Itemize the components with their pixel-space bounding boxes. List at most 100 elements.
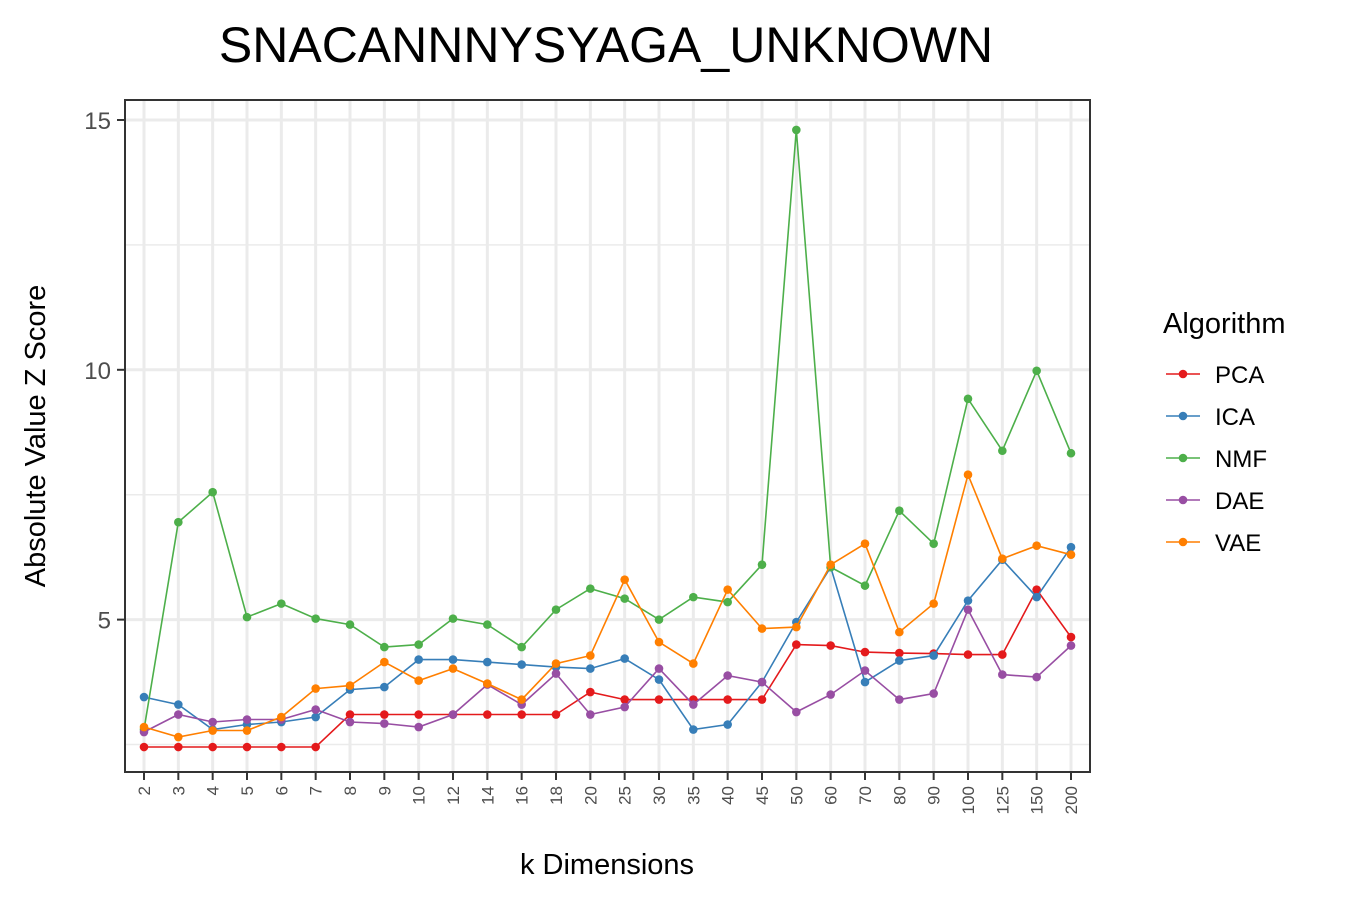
x-tick-label: 14	[478, 786, 497, 805]
x-tick-label: 3	[169, 786, 188, 795]
data-point	[689, 700, 698, 709]
x-tick-label: 25	[616, 786, 635, 805]
data-point	[174, 517, 183, 527]
data-point	[1066, 448, 1076, 458]
data-point	[654, 615, 664, 624]
data-point	[1032, 366, 1041, 376]
data-point	[929, 539, 938, 548]
data-point	[311, 614, 320, 623]
data-point	[895, 506, 904, 515]
data-point	[860, 539, 870, 548]
x-tick-label: 150	[1028, 786, 1047, 814]
plot-frame	[124, 99, 1091, 773]
x-tick-label: 125	[993, 786, 1012, 814]
legend-swatch-point	[1178, 411, 1188, 421]
data-point	[174, 700, 183, 709]
data-point	[483, 679, 492, 688]
data-point	[963, 596, 973, 605]
data-point	[1066, 632, 1076, 642]
data-point	[345, 681, 355, 690]
y-tick-label: 10	[84, 358, 111, 385]
legend-item-pca: PCA	[1166, 362, 1264, 389]
x-tick-label: 100	[959, 786, 978, 814]
data-point	[483, 710, 492, 719]
data-point	[174, 732, 183, 742]
series-line	[143, 546, 1072, 731]
data-point	[448, 710, 458, 719]
legend-swatch-point	[1178, 369, 1188, 379]
data-point	[1066, 641, 1076, 650]
x-tick-label: 70	[856, 786, 875, 805]
legend-item-nmf: NMF	[1166, 446, 1267, 473]
x-tick-label: 90	[925, 786, 944, 805]
legend-swatch-point	[1178, 453, 1188, 463]
x-tick-label: 80	[890, 786, 909, 805]
data-point	[1032, 592, 1041, 602]
x-tick-label: 9	[375, 786, 394, 795]
x-tick-label: 18	[547, 786, 566, 805]
data-point	[860, 677, 870, 687]
series-group	[139, 125, 1076, 752]
data-point	[277, 712, 286, 722]
data-point	[757, 560, 767, 569]
data-point	[963, 650, 973, 659]
data-point	[654, 695, 664, 704]
chart-title: SNACANNNYSYAGA_UNKNOWN	[219, 17, 993, 73]
data-point	[860, 647, 870, 657]
data-point	[998, 670, 1007, 679]
data-point	[1032, 541, 1041, 550]
data-point	[517, 695, 526, 704]
data-point	[242, 715, 252, 724]
data-point	[139, 722, 149, 732]
data-point	[208, 742, 217, 752]
x-tick-label: 35	[684, 786, 703, 805]
data-point	[208, 487, 217, 497]
data-point	[929, 599, 938, 608]
data-point	[723, 671, 732, 680]
legend-item-dae: DAE	[1166, 488, 1264, 515]
data-point	[483, 657, 492, 667]
data-point	[551, 669, 561, 678]
x-tick-label: 12	[444, 786, 463, 805]
data-point	[517, 642, 526, 652]
data-point	[689, 659, 698, 668]
legend-label: VAE	[1215, 530, 1261, 557]
series-nmf	[139, 125, 1076, 734]
data-point	[1032, 585, 1041, 594]
data-point	[792, 125, 801, 135]
data-point	[1032, 672, 1041, 682]
data-point	[551, 605, 561, 614]
data-point	[414, 710, 423, 719]
data-point	[242, 726, 252, 735]
data-point	[792, 640, 801, 649]
data-point	[826, 690, 835, 699]
data-point	[620, 654, 629, 663]
data-point	[380, 710, 389, 719]
data-point	[586, 710, 595, 719]
data-point	[380, 642, 389, 652]
data-point	[586, 584, 595, 593]
data-point	[620, 695, 629, 704]
x-tick-label: 200	[1062, 786, 1081, 814]
data-point	[586, 651, 595, 660]
data-point	[723, 720, 732, 729]
series-line	[144, 588, 1072, 748]
y-tick-label: 15	[84, 108, 111, 135]
data-point	[895, 656, 904, 665]
data-point	[448, 655, 458, 664]
x-tick-label: 30	[650, 786, 669, 805]
data-point	[414, 640, 423, 649]
data-point	[963, 605, 973, 614]
legend-item-vae: VAE	[1166, 530, 1261, 557]
data-point	[139, 692, 149, 702]
data-point	[826, 641, 835, 650]
grid	[125, 100, 1090, 772]
data-point	[345, 710, 355, 719]
data-point	[826, 560, 835, 569]
data-point	[757, 624, 767, 633]
x-tick-label: 5	[238, 786, 257, 795]
data-point	[483, 620, 492, 629]
data-point	[895, 695, 904, 704]
data-point	[139, 742, 149, 752]
